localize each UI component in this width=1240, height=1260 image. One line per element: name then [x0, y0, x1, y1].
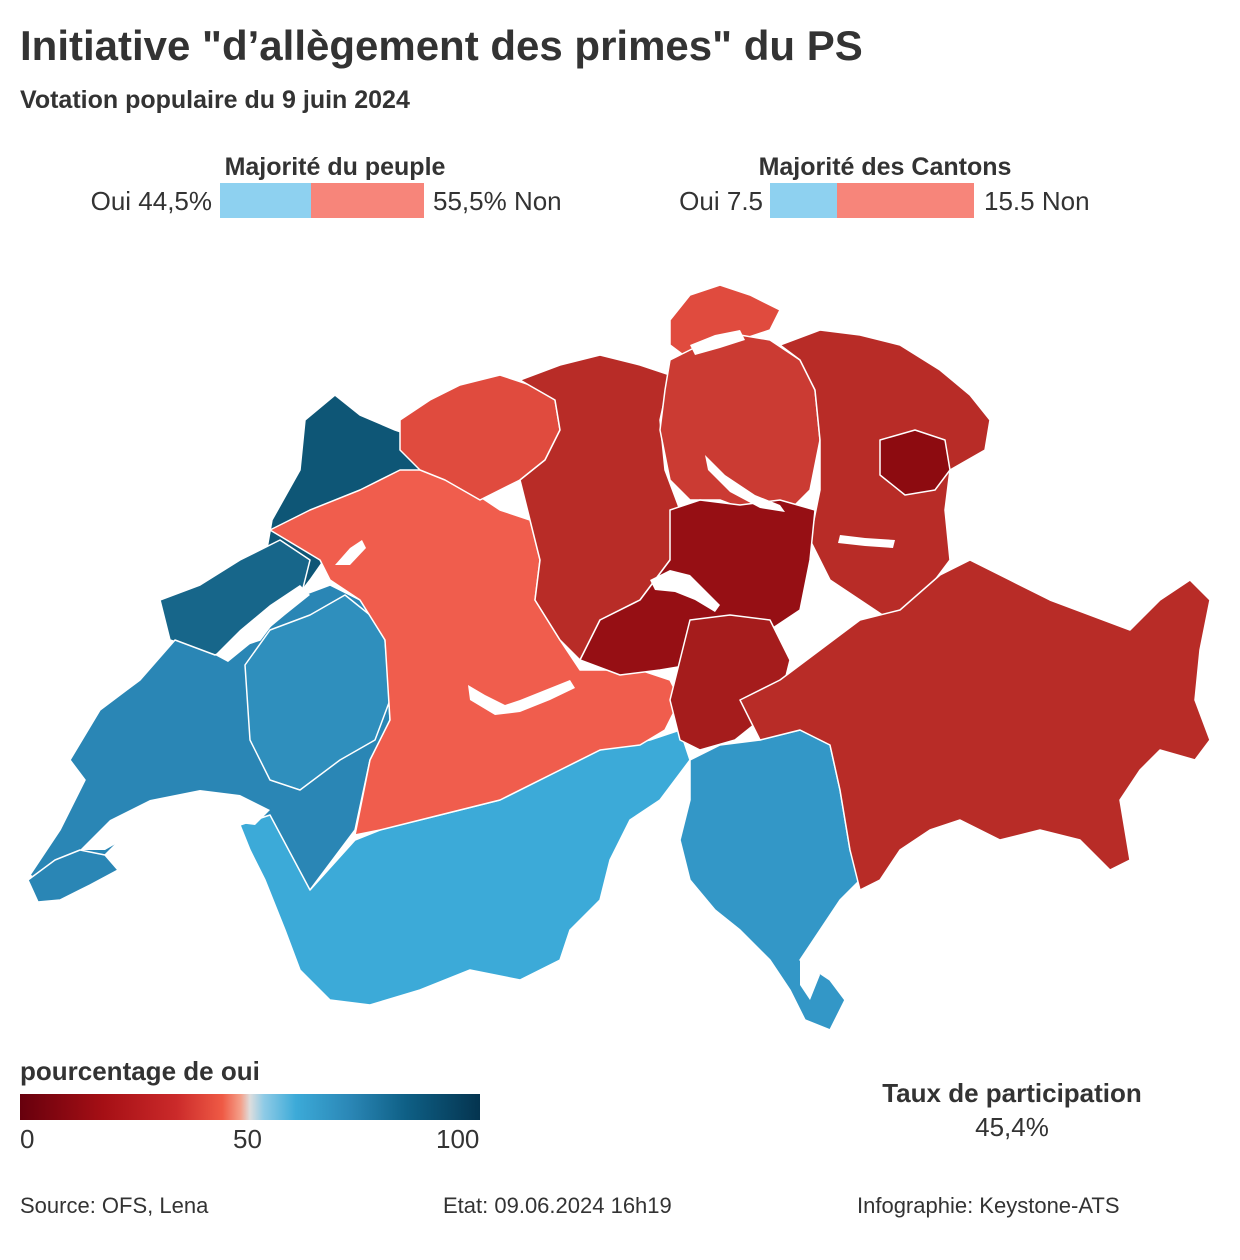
lake-zurich	[705, 455, 785, 512]
legend-tick-0: 0	[20, 1124, 35, 1154]
lake-thun-brienz	[468, 680, 575, 715]
people-majority-title: Majorité du peuple	[224, 153, 446, 181]
footer-source: Source: OFS, Lena	[20, 1193, 209, 1218]
cantons-majority-title: Majorité des Cantons	[758, 153, 1012, 181]
region-graubuenden	[739, 559, 1211, 891]
lake-neuchatel	[215, 585, 310, 662]
region-zurich	[659, 334, 821, 516]
footer-state: Etat: 09.06.2024 16h19	[443, 1193, 672, 1218]
switzerland-results-map	[27, 284, 1211, 1031]
legend-tick-100: 100	[436, 1124, 480, 1154]
people-no-bar	[311, 183, 424, 218]
region-ticino	[679, 729, 861, 1031]
page-title: Initiative "d’allègement des primes" du …	[20, 22, 863, 69]
lake-biel	[335, 540, 366, 565]
lake-walen	[838, 535, 895, 548]
lake-lucerne	[650, 570, 720, 612]
lake-constance	[690, 330, 745, 355]
cantons-no-label: 15.5 Non	[984, 186, 1090, 216]
page-subtitle: Votation populaire du 9 juin 2024	[20, 86, 410, 114]
legend-title: pourcentage de oui	[20, 1056, 260, 1086]
legend-color-scale	[20, 1094, 480, 1120]
region-geneva	[27, 849, 119, 903]
people-yes-label: Oui 44,5%	[90, 186, 212, 216]
footer-credit: Infographie: Keystone-ATS	[857, 1193, 1120, 1218]
people-no-label: 55,5% Non	[433, 186, 562, 216]
lake-geneva	[80, 790, 270, 850]
region-appenzell	[879, 429, 951, 496]
lake-maggiore	[800, 955, 820, 1000]
cantons-yes-bar	[770, 183, 837, 218]
cantons-yes-label: Oui 7.5	[679, 186, 763, 216]
turnout-title: Taux de participation	[882, 1078, 1142, 1108]
people-yes-bar	[220, 183, 311, 218]
legend-tick-50: 50	[233, 1124, 262, 1154]
cantons-no-bar	[837, 183, 974, 218]
turnout-value: 45,4%	[975, 1112, 1049, 1142]
